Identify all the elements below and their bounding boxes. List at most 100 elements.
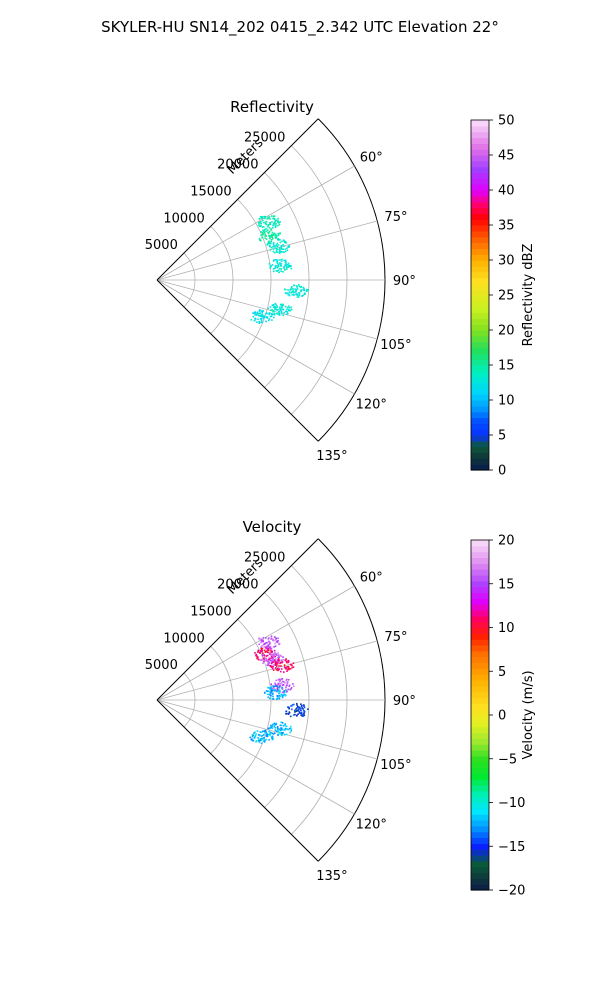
colorbar-segment (471, 440, 489, 448)
data-point (283, 241, 286, 244)
data-point (271, 687, 273, 690)
range-tick-label: 5000 (145, 238, 178, 253)
data-point (274, 636, 276, 638)
data-point (262, 659, 265, 662)
data-point (262, 639, 264, 642)
data-point (280, 729, 283, 731)
colorbar-segment (471, 884, 489, 891)
data-point (269, 222, 271, 224)
data-point (279, 685, 282, 687)
data-point (271, 308, 273, 311)
data-point (276, 312, 278, 315)
data-point (272, 311, 274, 313)
data-point (261, 644, 264, 647)
data-point (264, 732, 266, 734)
colorbar-segment (471, 277, 489, 284)
data-point (259, 638, 262, 641)
colorbar-segment (471, 785, 489, 792)
data-point (286, 263, 289, 266)
data-point (284, 288, 286, 291)
data-point (268, 739, 270, 741)
data-point (275, 730, 278, 733)
data-point (256, 321, 258, 323)
data-cluster (267, 721, 293, 737)
data-point (276, 270, 278, 272)
data-point (279, 249, 281, 251)
data-point (277, 659, 279, 661)
data-point (278, 271, 280, 273)
colorbar-segment (471, 388, 489, 395)
colorbar-segment (471, 295, 489, 302)
data-point (275, 659, 277, 662)
azimuth-gridline (156, 279, 355, 395)
data-point (285, 666, 288, 669)
velocity-panel: Velocity 60° 75° 90° 105° 120° 135° 5000 10000 15… (145, 518, 536, 899)
data-point (255, 653, 258, 656)
colorbar-segment (471, 580, 489, 588)
data-point (271, 233, 273, 236)
data-point (283, 245, 285, 247)
colorbar-segment (471, 452, 489, 459)
data-point (281, 312, 283, 315)
data-point (290, 308, 293, 311)
data-point (275, 637, 277, 640)
data-point (282, 681, 285, 683)
data-point (296, 285, 298, 287)
data-point (272, 226, 274, 229)
range-tick-label: 15000 (190, 184, 231, 199)
data-point (270, 647, 273, 650)
data-point (275, 667, 277, 669)
data-point (252, 739, 255, 742)
colorbar-tick-label: 20 (498, 324, 515, 339)
colorbar-segment (471, 540, 489, 547)
data-point (274, 724, 276, 727)
data-point (258, 741, 261, 743)
data-point (259, 739, 261, 742)
data-point (296, 704, 298, 706)
colorbar-tick-label: 0 (498, 709, 506, 724)
data-point (302, 709, 305, 712)
data-point (285, 679, 288, 682)
data-point (266, 650, 268, 652)
data-point (276, 235, 278, 237)
data-point (284, 310, 287, 313)
data-point (272, 241, 275, 244)
colorbar-segment (471, 137, 489, 144)
colorbar-segment (471, 761, 489, 769)
colorbar-segment (471, 207, 489, 214)
data-point (269, 692, 272, 694)
data-point (261, 639, 263, 642)
data-point (278, 678, 281, 680)
data-point (260, 646, 262, 649)
data-point (265, 316, 268, 319)
colorbar-segment (471, 703, 489, 710)
data-point (277, 237, 280, 240)
data-point (295, 290, 297, 292)
colorbar-segment (471, 592, 489, 599)
data-point (295, 708, 297, 710)
data-point (286, 308, 288, 311)
colorbar: 0 5 10 15 20 25 30 35 40 45 50 Reflectivity dBZ (470, 114, 536, 479)
data-point (288, 707, 290, 710)
data-point (275, 303, 277, 306)
data-point (264, 235, 266, 237)
data-point (262, 234, 264, 236)
data-point (257, 650, 260, 653)
data-point (262, 315, 264, 317)
data-point (279, 729, 282, 732)
data-point (296, 286, 298, 288)
data-point (298, 712, 301, 714)
colorbar-segment (471, 335, 489, 343)
data-point (249, 736, 252, 739)
data-point (272, 661, 275, 663)
data-point (294, 713, 296, 716)
data-point (273, 686, 275, 688)
data-point (266, 659, 269, 661)
data-point (271, 666, 273, 668)
data-point (252, 315, 255, 318)
data-point (303, 293, 306, 296)
colorbar-segment (471, 306, 489, 314)
data-cluster (263, 685, 287, 701)
data-point (272, 659, 275, 661)
data-point (269, 691, 272, 693)
